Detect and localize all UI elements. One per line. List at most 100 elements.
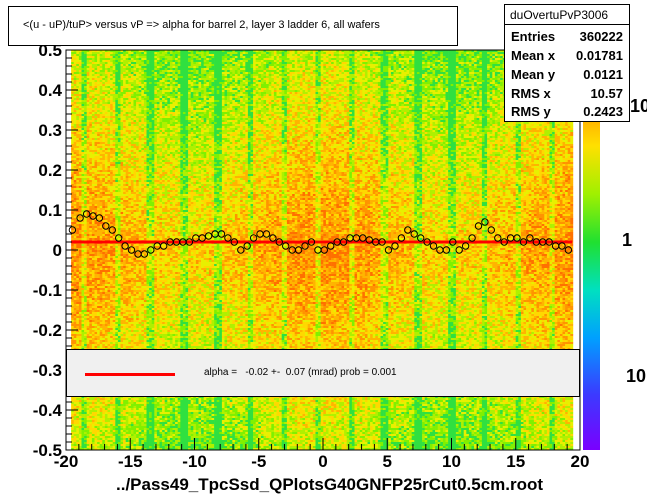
heatmap-cell bbox=[115, 94, 119, 97]
heatmap-cell bbox=[479, 76, 483, 79]
heatmap-cell bbox=[435, 88, 438, 91]
heatmap-cell bbox=[128, 70, 132, 73]
heatmap-cell bbox=[250, 76, 254, 79]
heatmap-cell bbox=[237, 68, 241, 71]
heatmap-cell bbox=[424, 70, 428, 73]
heatmap-cell bbox=[437, 98, 441, 101]
heatmap-cell bbox=[450, 56, 454, 59]
heatmap-cell bbox=[123, 60, 126, 63]
heatmap-cell bbox=[227, 62, 230, 65]
heatmap-cell bbox=[336, 58, 340, 61]
heatmap-cell bbox=[375, 56, 379, 59]
heatmap-cell bbox=[169, 80, 173, 83]
heatmap-cell bbox=[169, 82, 173, 85]
heatmap-cell bbox=[375, 86, 379, 89]
heatmap-cell bbox=[71, 58, 74, 61]
heatmap-cell bbox=[255, 56, 259, 59]
heatmap-cell bbox=[294, 96, 298, 99]
heatmap-cell bbox=[406, 84, 410, 87]
heatmap-cell bbox=[341, 94, 345, 97]
heatmap-cell bbox=[349, 82, 353, 85]
heatmap-cell bbox=[453, 100, 457, 103]
heatmap-cell bbox=[89, 88, 93, 91]
heatmap-cell bbox=[312, 70, 316, 73]
heatmap-cell bbox=[276, 52, 280, 55]
heatmap-cell bbox=[320, 54, 324, 57]
heatmap-cell bbox=[169, 84, 173, 87]
heatmap-cell bbox=[437, 96, 441, 99]
heatmap-cell bbox=[81, 96, 85, 99]
heatmap-cell bbox=[107, 90, 111, 93]
heatmap-cell bbox=[180, 62, 184, 65]
heatmap-cell bbox=[211, 56, 215, 59]
heatmap-cell bbox=[390, 58, 394, 61]
heatmap-cell bbox=[331, 56, 334, 59]
heatmap-cell bbox=[224, 78, 228, 81]
heatmap-cell bbox=[268, 64, 272, 67]
heatmap-cell bbox=[409, 84, 412, 87]
heatmap-cell bbox=[481, 78, 485, 81]
heatmap-cell bbox=[370, 78, 373, 81]
heatmap-cell bbox=[450, 82, 454, 85]
heatmap-cell bbox=[117, 100, 121, 103]
heatmap-cell bbox=[380, 70, 384, 73]
heatmap-cell bbox=[284, 50, 288, 53]
heatmap-cell bbox=[227, 70, 230, 73]
heatmap-cell bbox=[385, 96, 389, 99]
heatmap-cell bbox=[169, 76, 173, 79]
heatmap-cell bbox=[151, 84, 155, 87]
heatmap-cell bbox=[208, 62, 212, 65]
heatmap-cell bbox=[203, 54, 207, 57]
heatmap-cell bbox=[159, 92, 163, 95]
heatmap-cell bbox=[396, 80, 399, 83]
heatmap-cell bbox=[130, 62, 134, 65]
heatmap-cell bbox=[279, 92, 282, 95]
heatmap-cell bbox=[201, 80, 204, 83]
heatmap-cell bbox=[307, 64, 311, 67]
heatmap-cell bbox=[130, 96, 134, 99]
heatmap-cell bbox=[359, 92, 363, 95]
heatmap-cell bbox=[276, 50, 280, 53]
heatmap-cell bbox=[185, 100, 189, 103]
heatmap-cell bbox=[494, 74, 498, 77]
heatmap-cell bbox=[310, 82, 314, 85]
heatmap-cell bbox=[286, 100, 290, 103]
heatmap-cell bbox=[458, 50, 462, 53]
heatmap-cell bbox=[263, 80, 267, 83]
heatmap-cell bbox=[281, 96, 285, 99]
heatmap-cell bbox=[112, 50, 116, 53]
heatmap-cell bbox=[357, 92, 360, 95]
heatmap-cell bbox=[214, 58, 217, 61]
heatmap-cell bbox=[401, 80, 405, 83]
heatmap-cell bbox=[364, 54, 368, 57]
heatmap-cell bbox=[99, 90, 103, 93]
heatmap-cell bbox=[320, 64, 324, 67]
heatmap-cell bbox=[128, 64, 132, 67]
heatmap-cell bbox=[388, 92, 392, 95]
heatmap-cell bbox=[414, 72, 418, 75]
heatmap-cell bbox=[448, 98, 451, 101]
heatmap-cell bbox=[468, 70, 472, 73]
heatmap-cell bbox=[247, 58, 251, 61]
heatmap-cell bbox=[258, 100, 262, 103]
heatmap-cell bbox=[268, 94, 272, 97]
heatmap-cell bbox=[154, 100, 158, 103]
heatmap-cell bbox=[299, 68, 303, 71]
heatmap-cell bbox=[432, 54, 436, 57]
heatmap-cell bbox=[419, 80, 423, 83]
heatmap-cell bbox=[341, 100, 345, 103]
heatmap-cell bbox=[341, 96, 345, 99]
heatmap-cell bbox=[383, 94, 386, 97]
heatmap-cell bbox=[367, 84, 371, 87]
heatmap-cell bbox=[237, 94, 241, 97]
heatmap-cell bbox=[180, 100, 184, 103]
heatmap-cell bbox=[146, 50, 150, 53]
heatmap-cell bbox=[318, 86, 321, 89]
heatmap-cell bbox=[120, 76, 124, 79]
heatmap-cell bbox=[370, 62, 373, 65]
heatmap-cell bbox=[97, 90, 100, 93]
heatmap-cell bbox=[445, 94, 449, 97]
heatmap-cell bbox=[253, 68, 256, 71]
heatmap-cell bbox=[185, 84, 189, 87]
heatmap-cell bbox=[315, 80, 319, 83]
